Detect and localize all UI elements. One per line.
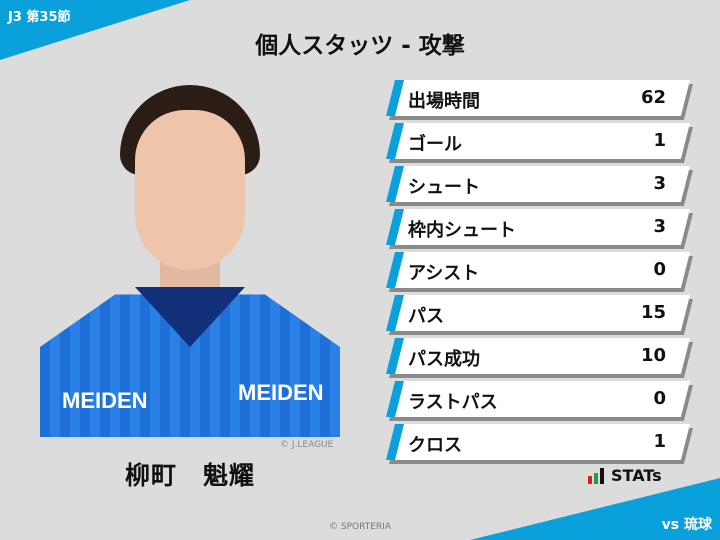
stat-row: シュート 3: [386, 166, 693, 206]
row-bg: [386, 338, 690, 374]
player-photo: MEIDEN MEIDEN: [40, 80, 340, 437]
row-bg: [386, 424, 690, 460]
row-bg: [386, 123, 690, 159]
stat-row: パス成功 10: [386, 338, 693, 378]
stat-value: 0: [653, 259, 666, 280]
logo-bar: [600, 468, 604, 484]
stat-label: パス: [408, 306, 444, 327]
photo-credit: © J.LEAGUE: [280, 440, 334, 450]
stat-row: ラストパス 0: [386, 381, 693, 421]
stat-row: 出場時間 62: [386, 80, 693, 120]
row-bg: [386, 166, 690, 202]
opponent-label: vs 琉球: [661, 517, 712, 533]
row-bg: [386, 209, 690, 245]
stat-value: 3: [653, 216, 666, 237]
stat-value: 10: [640, 345, 666, 366]
row-bg: [386, 80, 690, 116]
face: [135, 110, 245, 270]
stat-value: 3: [653, 173, 666, 194]
stat-label: クロス: [408, 435, 462, 456]
logo-bar: [588, 476, 592, 484]
sponsor-text: MEIDEN: [62, 388, 148, 413]
logo-bar: [594, 473, 598, 484]
stat-value: 15: [640, 302, 666, 323]
row-bg: [386, 381, 690, 417]
stat-row: パス 15: [386, 295, 693, 335]
stat-row: 枠内シュート 3: [386, 209, 693, 249]
stat-label: 出場時間: [408, 91, 480, 112]
player-name: 柳町 魁耀: [124, 461, 255, 490]
stat-label: 枠内シュート: [408, 220, 516, 241]
stat-label: ゴール: [408, 134, 462, 155]
stat-value: 1: [653, 431, 666, 452]
sponsor-text: MEIDEN: [238, 380, 324, 405]
stat-label: ラストパス: [408, 392, 498, 413]
stat-row: クロス 1: [386, 424, 693, 464]
stat-row: ゴール 1: [386, 123, 693, 163]
stat-row: アシスト 0: [386, 252, 693, 292]
stat-value: 0: [653, 388, 666, 409]
logo-text: STATs: [611, 466, 662, 485]
round-label: J3 第35節: [8, 10, 71, 25]
stat-label: アシスト: [408, 263, 480, 284]
row-bg: [386, 252, 690, 288]
stat-label: パス成功: [408, 349, 480, 370]
copyright: © SPORTERIA: [329, 522, 391, 532]
stats-logo: STATs: [588, 468, 662, 484]
stat-value: 62: [640, 87, 666, 108]
stat-value: 1: [653, 130, 666, 151]
page-title: 個人スタッツ - 攻撃: [255, 33, 465, 59]
row-bg: [386, 295, 690, 331]
stat-label: シュート: [408, 177, 480, 198]
